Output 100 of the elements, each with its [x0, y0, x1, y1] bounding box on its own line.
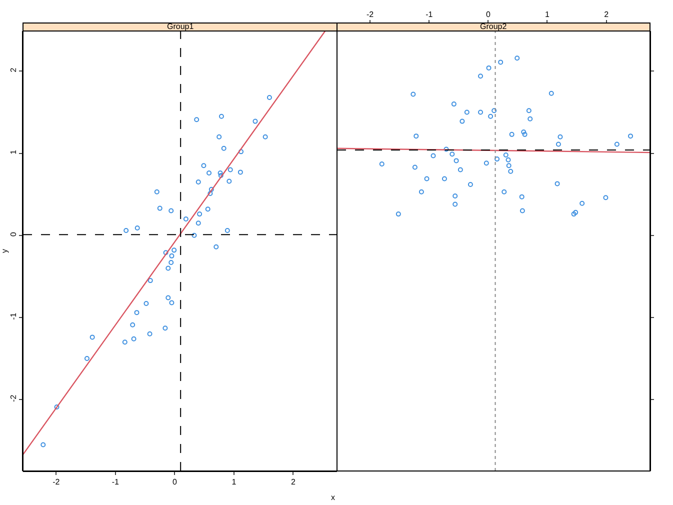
y-axis-title: y	[0, 249, 9, 253]
point	[162, 326, 168, 331]
point	[134, 310, 140, 316]
x-tick-label: 1	[232, 478, 237, 487]
point	[130, 322, 136, 328]
point	[228, 167, 233, 172]
point	[54, 404, 60, 410]
point	[452, 194, 458, 198]
point	[144, 301, 149, 306]
point	[196, 220, 201, 226]
point	[424, 176, 430, 182]
y-tick-label: -1	[8, 312, 18, 320]
point	[205, 206, 210, 212]
point	[548, 90, 554, 96]
point	[84, 356, 90, 362]
point	[196, 180, 201, 185]
y-tick-label: 0	[8, 231, 18, 236]
point	[218, 114, 224, 119]
point	[238, 149, 244, 154]
x-tick-label: 1	[545, 10, 550, 19]
x-tick-label: -2	[366, 10, 374, 19]
point	[169, 253, 174, 258]
point	[194, 117, 200, 122]
point	[573, 210, 578, 215]
point	[478, 74, 484, 79]
point	[509, 132, 514, 137]
x-tick-label: 2	[290, 478, 296, 487]
x-axis-title: x	[331, 493, 335, 502]
chart-title: Group2	[480, 22, 508, 31]
x-tick-label: -1	[426, 10, 434, 19]
point	[224, 228, 230, 233]
point	[528, 116, 533, 122]
point	[396, 212, 401, 217]
point	[414, 134, 419, 139]
point	[486, 65, 492, 70]
point	[522, 132, 528, 137]
point	[40, 442, 46, 448]
point	[508, 168, 514, 174]
point	[238, 170, 243, 175]
point	[379, 161, 384, 166]
point	[556, 142, 561, 147]
point	[183, 216, 188, 222]
point	[226, 178, 232, 184]
point	[169, 300, 174, 306]
point	[503, 152, 508, 158]
point	[521, 129, 526, 134]
point	[430, 153, 436, 158]
point	[122, 340, 128, 345]
point	[218, 172, 224, 178]
point	[452, 202, 458, 207]
point	[168, 208, 174, 214]
point	[134, 226, 140, 231]
point	[554, 181, 560, 186]
point	[451, 102, 456, 107]
point	[502, 189, 507, 194]
point	[218, 170, 223, 176]
point	[418, 189, 424, 194]
point	[90, 334, 95, 340]
point	[571, 212, 576, 217]
x-tick-label: -1	[112, 478, 120, 487]
chart-title: Group1	[167, 22, 194, 31]
point	[214, 244, 219, 250]
y-tick-label: 2	[8, 67, 18, 72]
point	[163, 250, 168, 256]
point	[628, 134, 634, 139]
point	[208, 186, 214, 192]
point	[168, 260, 174, 265]
point	[201, 163, 206, 168]
point	[444, 146, 449, 152]
point	[460, 118, 465, 124]
point	[580, 200, 585, 206]
point	[252, 118, 258, 124]
y-tick-label: 1	[8, 149, 18, 154]
point	[558, 134, 563, 140]
point	[172, 248, 177, 253]
point	[614, 142, 620, 147]
point	[442, 176, 447, 182]
point	[484, 160, 489, 166]
point	[208, 191, 213, 196]
point	[458, 167, 463, 172]
point	[131, 336, 136, 342]
point	[450, 152, 455, 157]
y-tick-label: -2	[8, 394, 18, 402]
point	[166, 266, 171, 271]
point	[147, 331, 152, 336]
point	[124, 228, 129, 233]
point	[494, 156, 500, 162]
point	[526, 108, 532, 114]
point	[514, 56, 520, 61]
point	[468, 182, 473, 188]
point	[506, 157, 511, 162]
point	[197, 212, 202, 217]
x-tick-label: 0	[486, 10, 491, 19]
point	[488, 114, 494, 119]
x-tick-label: 2	[604, 10, 610, 19]
x-tick-label: 0	[172, 478, 178, 487]
point	[464, 110, 470, 115]
point	[221, 146, 226, 151]
point	[157, 206, 162, 211]
point	[412, 164, 418, 170]
